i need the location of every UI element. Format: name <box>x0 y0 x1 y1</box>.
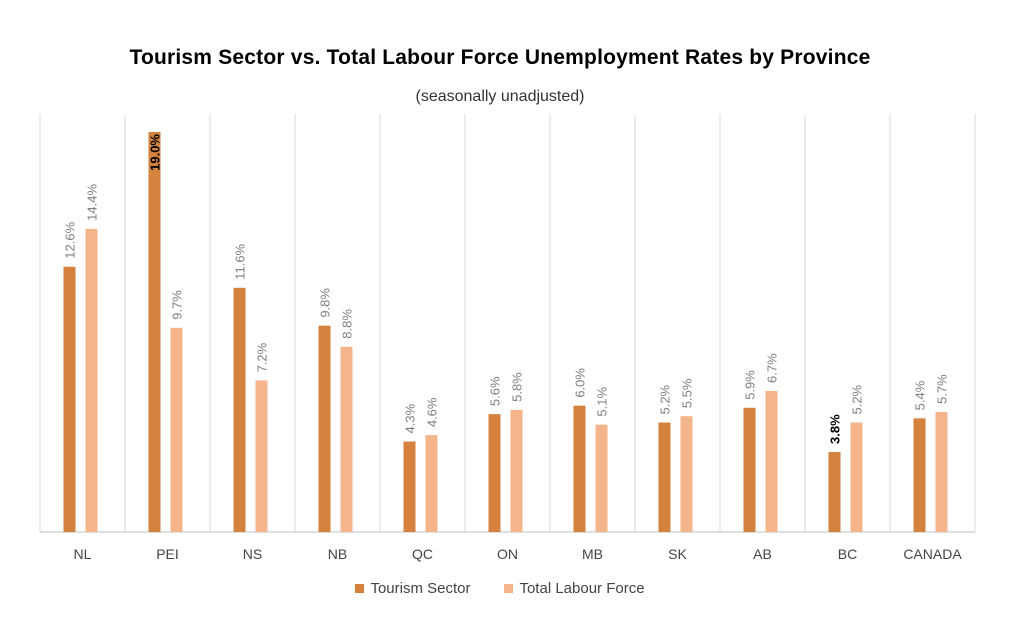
data-label: 9.7% <box>170 290 185 320</box>
bar <box>573 405 586 532</box>
chart-subtitle: (seasonally unadjusted) <box>415 88 585 105</box>
bar <box>340 346 353 532</box>
bar <box>63 266 76 532</box>
legend-label-labour-force: Total Labour Force <box>519 580 645 597</box>
bar <box>425 435 438 532</box>
data-label: 5.5% <box>680 378 695 408</box>
bar <box>510 409 523 532</box>
data-label: 4.6% <box>425 397 440 427</box>
bar <box>170 327 183 532</box>
data-label: 14.4% <box>85 184 100 221</box>
bar <box>488 414 501 532</box>
bar <box>658 422 671 532</box>
bar <box>743 407 756 532</box>
data-label: 7.2% <box>255 342 270 372</box>
data-label: 5.1% <box>595 387 610 417</box>
bar <box>255 380 268 532</box>
legend-label-tourism: Tourism Sector <box>370 580 471 597</box>
data-label: 5.4% <box>913 380 928 410</box>
bar <box>403 441 416 532</box>
bar <box>765 390 778 532</box>
data-label: 12.6% <box>63 221 78 258</box>
x-tick-label: CANADA <box>903 546 962 562</box>
data-label: 5.2% <box>658 384 673 414</box>
x-tick-label: QC <box>412 546 433 562</box>
x-tick-label: MB <box>582 546 603 562</box>
bar <box>935 412 948 532</box>
x-tick-label: SK <box>668 546 687 562</box>
bar <box>680 416 693 532</box>
bar <box>233 287 246 532</box>
data-label: 5.7% <box>935 374 950 404</box>
legend-item-tourism: Tourism Sector <box>355 580 470 597</box>
data-label: 5.9% <box>743 370 758 400</box>
legend-swatch-labour-force <box>504 584 514 593</box>
bar <box>318 325 331 532</box>
x-tick-label: NB <box>328 546 347 562</box>
x-tick-label: BC <box>838 546 857 562</box>
data-label: 9.8% <box>318 288 333 318</box>
bar <box>850 422 863 532</box>
data-label: 5.8% <box>510 372 525 402</box>
bar <box>148 132 161 532</box>
legend-item-labour-force: Total Labour Force <box>504 580 645 597</box>
data-label: 8.8% <box>340 309 355 339</box>
data-label: 6.7% <box>765 353 780 383</box>
x-tick-label: AB <box>753 546 772 562</box>
data-label: 19.0% <box>148 134 163 171</box>
data-label: 6.0% <box>573 368 588 398</box>
x-tick-label: PEI <box>156 546 179 562</box>
data-label: 5.6% <box>488 376 503 406</box>
data-label: 11.6% <box>233 243 248 279</box>
bar <box>85 228 98 532</box>
data-label: 3.8% <box>828 414 843 444</box>
x-tick-label: NL <box>74 546 92 562</box>
x-tick-label: ON <box>497 546 518 562</box>
data-label: 4.3% <box>403 403 418 433</box>
bar <box>913 418 926 532</box>
data-label: 5.2% <box>850 384 865 414</box>
bar <box>828 452 841 532</box>
bar <box>595 424 608 532</box>
legend: Tourism Sector Total Labour Force <box>0 580 1000 597</box>
chart-title: Tourism Sector vs. Total Labour Force Un… <box>129 46 871 69</box>
x-tick-label: NS <box>243 546 262 562</box>
legend-swatch-tourism <box>355 584 365 593</box>
